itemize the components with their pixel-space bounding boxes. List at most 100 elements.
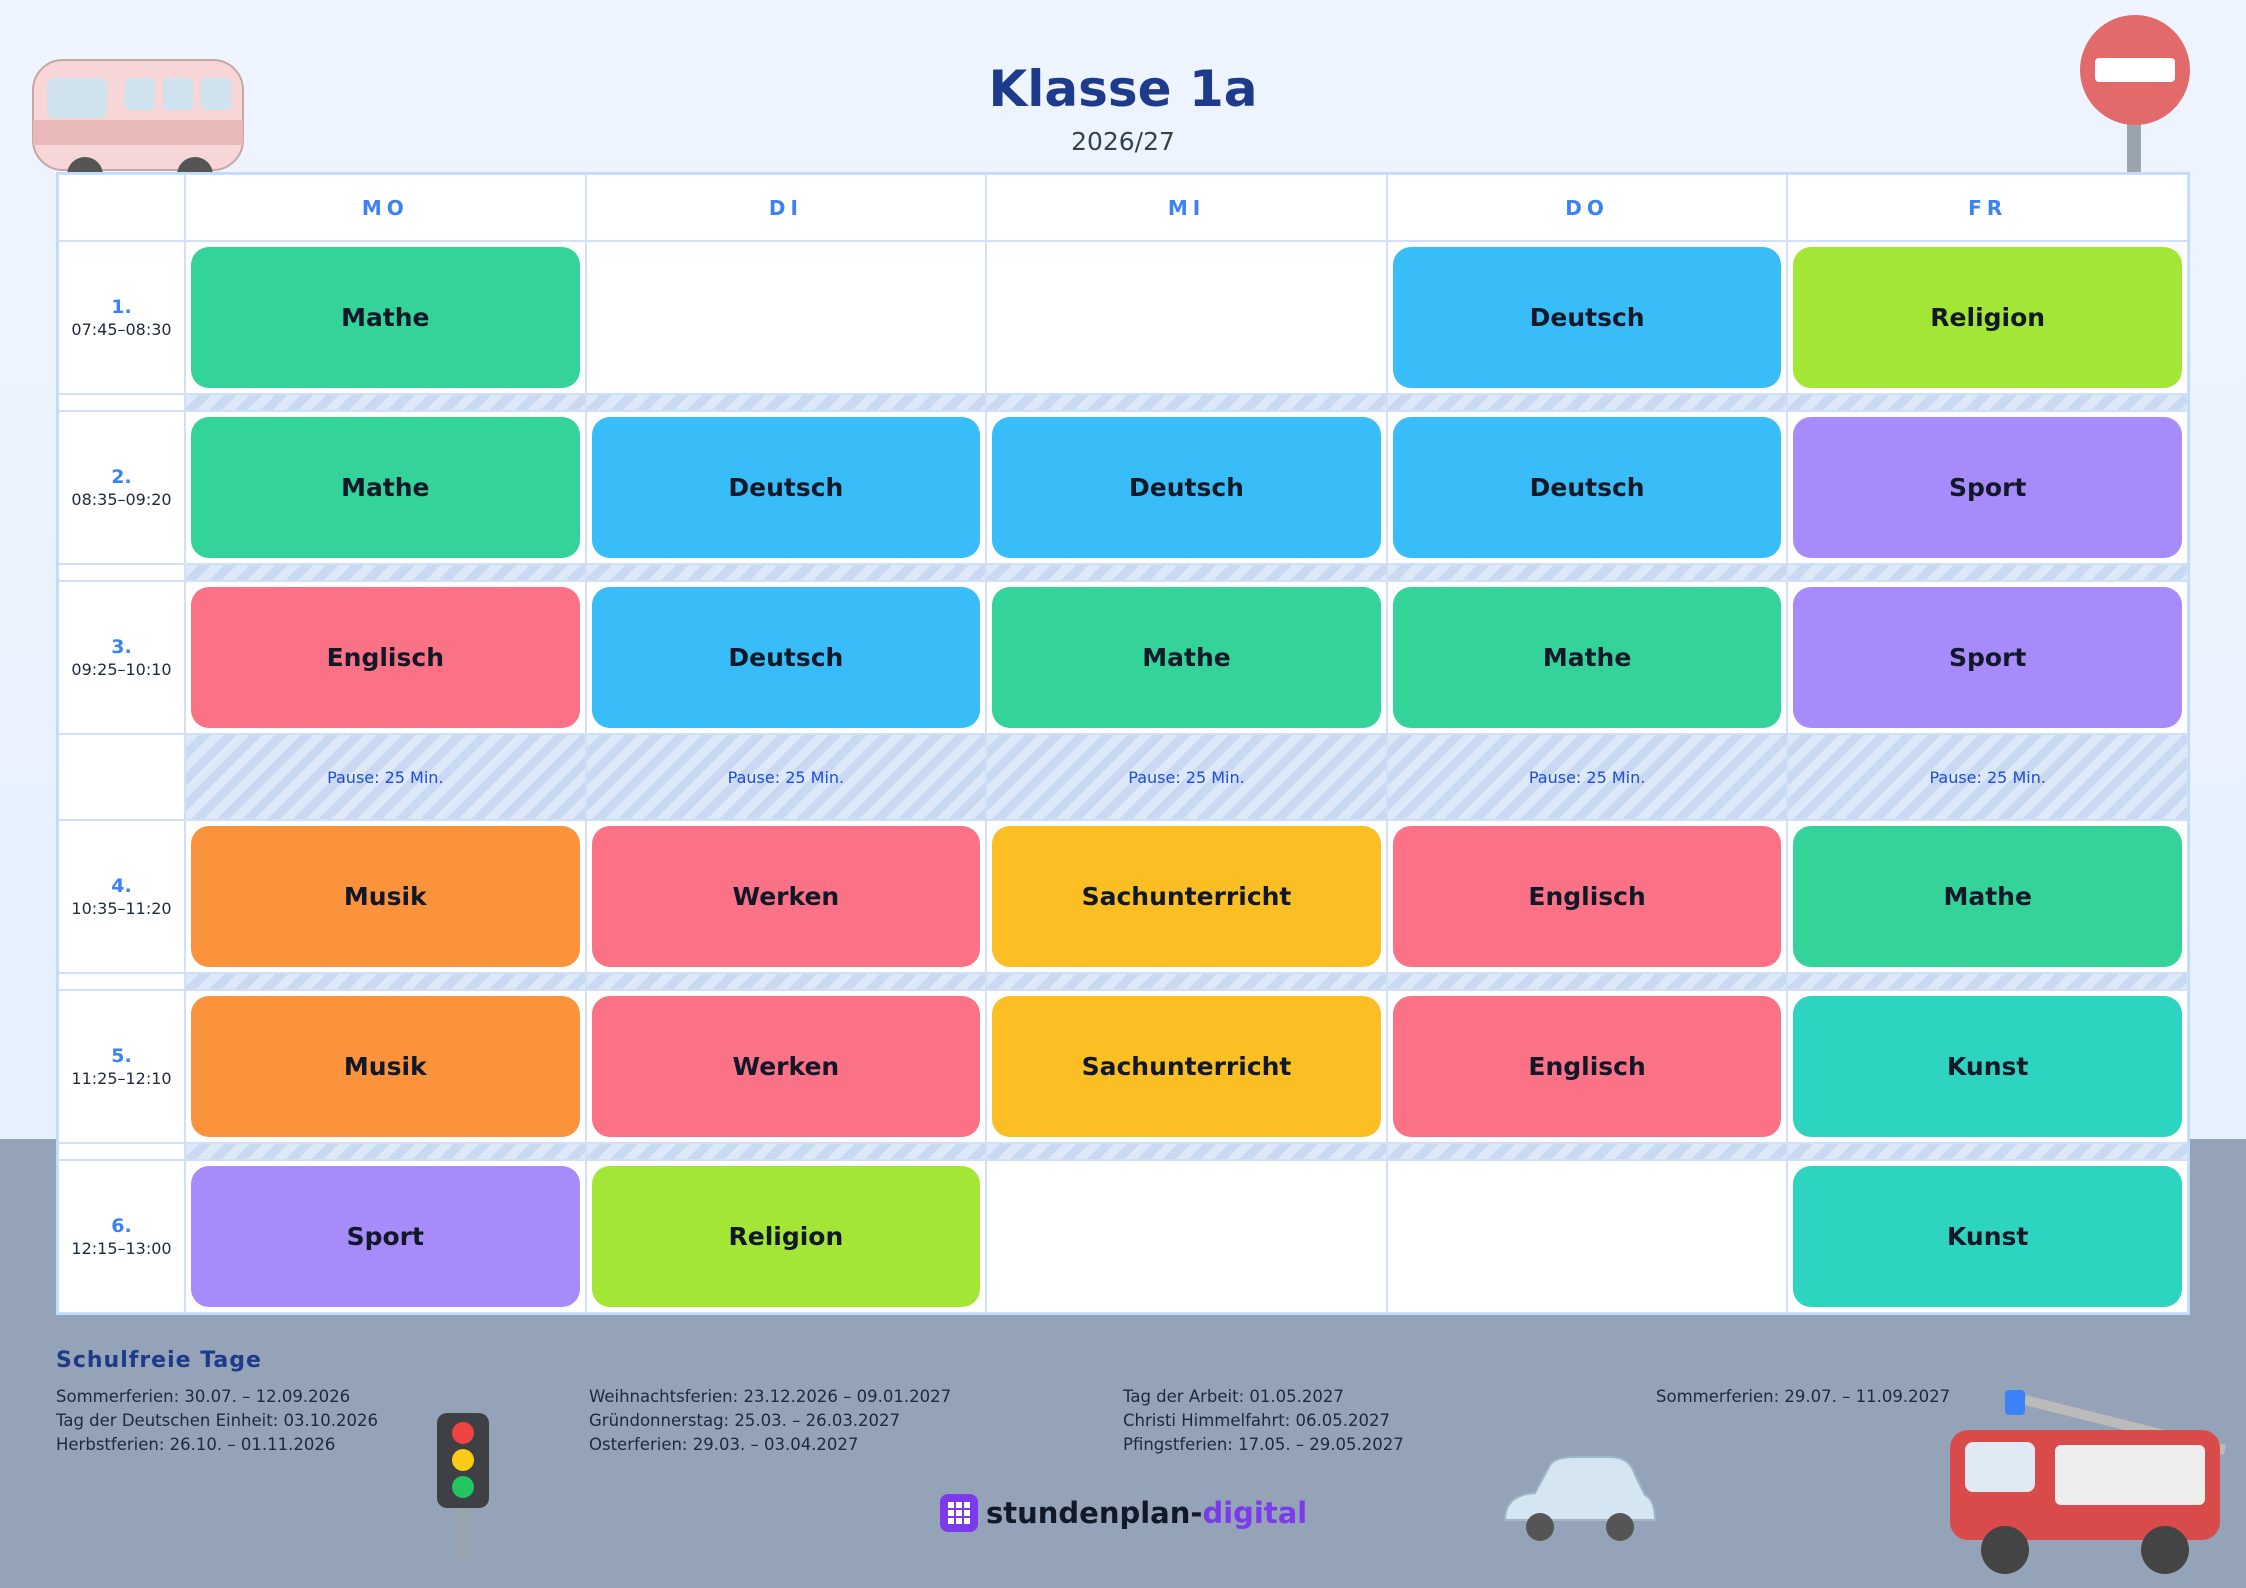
brand-accent: digital (1202, 1496, 1308, 1530)
lesson-cell: Musik (185, 990, 586, 1143)
lesson: Deutsch (591, 587, 981, 728)
break-gap (58, 973, 185, 990)
break-gap (585, 394, 987, 411)
day-header: FR (1787, 174, 2188, 241)
lesson: Werken (591, 996, 981, 1137)
lesson-cell: Sport (185, 1160, 586, 1313)
lesson-cell (585, 241, 987, 394)
lesson: Musik (191, 996, 580, 1137)
holiday-entry: Pfingstferien: 17.05. – 29.05.2027 (1123, 1435, 1404, 1454)
day-header: MO (185, 174, 586, 241)
holiday-column: Tag der Arbeit: 01.05.2027 Christi Himmel… (1123, 1385, 1404, 1457)
period-number: 5. (111, 1045, 132, 1067)
break-gap (58, 394, 185, 411)
lesson: Religion (1793, 247, 2182, 388)
period-number: 4. (111, 875, 132, 897)
lesson-cell (986, 241, 1387, 394)
holiday-entry: Osterferien: 29.03. – 03.04.2027 (589, 1435, 859, 1454)
lesson: Religion (591, 1166, 981, 1307)
period-time-range: 11:25–12:10 (71, 1069, 172, 1088)
lesson-cell: Mathe (185, 411, 586, 564)
break-gap (585, 564, 987, 581)
lesson-cell: Werken (585, 820, 987, 973)
period-time: 6. 12:15–13:00 (58, 1160, 185, 1313)
lesson: Englisch (1392, 826, 1782, 967)
period-time-range: 12:15–13:00 (71, 1239, 172, 1258)
lesson: Englisch (191, 587, 580, 728)
break-gap (986, 1143, 1387, 1160)
period-time: 3. 09:25–10:10 (58, 581, 185, 734)
lesson: Sport (1793, 587, 2182, 728)
lesson-cell: Musik (185, 820, 586, 973)
pause-label: Pause: 25 Min. (986, 734, 1387, 820)
break-gap (1787, 1143, 2188, 1160)
brand-logo: stundenplan-digital (940, 1494, 1307, 1532)
break-gap (1787, 564, 2188, 581)
break-gap (585, 973, 987, 990)
lesson: Mathe (1392, 587, 1782, 728)
lesson-cell: Deutsch (585, 411, 987, 564)
holiday-entry: Sommerferien: 29.07. – 11.09.2027 (1656, 1387, 1951, 1406)
break-gap (986, 973, 1387, 990)
holiday-entry: Tag der Deutschen Einheit: 03.10.2026 (56, 1411, 378, 1430)
pause-label: Pause: 25 Min. (585, 734, 987, 820)
holiday-column: Sommerferien: 30.07. – 12.09.2026 Tag der… (56, 1385, 378, 1457)
lesson: Sachunterricht (992, 826, 1381, 967)
lesson-cell (986, 1160, 1387, 1313)
lesson: Kunst (1793, 996, 2182, 1137)
lesson: Sachunterricht (992, 996, 1381, 1137)
period-time-range: 09:25–10:10 (71, 660, 172, 679)
day-header: MI (986, 174, 1387, 241)
holidays-title: Schulfreie Tage (56, 1348, 262, 1373)
lesson-cell: Religion (1787, 241, 2188, 394)
lesson: Mathe (1793, 826, 2182, 967)
traffic-light-illustration (437, 1413, 489, 1558)
holiday-entry: Herbstferien: 26.10. – 01.11.2026 (56, 1435, 336, 1454)
break-gap (58, 564, 185, 581)
lesson-cell: Mathe (986, 581, 1387, 734)
period-time: 4. 10:35–11:20 (58, 820, 185, 973)
lesson-cell: Deutsch (1386, 241, 1788, 394)
lesson-cell (1386, 1160, 1788, 1313)
lesson: Mathe (992, 587, 1381, 728)
pause-label: Pause: 25 Min. (185, 734, 586, 820)
subtitle: 2026/27 (1071, 127, 1175, 156)
break-gap (58, 1143, 185, 1160)
period-time: 2. 08:35–09:20 (58, 411, 185, 564)
holiday-column: Weihnachtsferien: 23.12.2026 – 09.01.202… (589, 1385, 951, 1457)
lesson-cell: Werken (585, 990, 987, 1143)
lesson-cell: Mathe (1386, 581, 1788, 734)
break-gap (1787, 394, 2188, 411)
lesson-cell: Englisch (1386, 990, 1788, 1143)
lesson: Kunst (1793, 1166, 2182, 1307)
title: Klasse 1a (988, 60, 1258, 118)
break-gap (986, 394, 1387, 411)
break-gap (185, 1143, 586, 1160)
pause-label: Pause: 25 Min. (1787, 734, 2188, 820)
lesson: Mathe (191, 247, 580, 388)
day-header: DO (1386, 174, 1788, 241)
lesson-cell: Deutsch (585, 581, 987, 734)
lesson-cell: Kunst (1787, 1160, 2188, 1313)
lesson-cell: Deutsch (986, 411, 1387, 564)
holiday-entry: Gründonnerstag: 25.03. – 26.03.2027 (589, 1411, 901, 1430)
period-number: 3. (111, 636, 132, 658)
break-gap (1386, 973, 1788, 990)
day-header: DI (585, 174, 987, 241)
break-gap (1386, 1143, 1788, 1160)
break-gap (986, 564, 1387, 581)
pause-label: Pause: 25 Min. (1386, 734, 1788, 820)
lesson-cell: Englisch (1386, 820, 1788, 973)
car-illustration (1503, 1456, 1657, 1541)
holiday-entry: Tag der Arbeit: 01.05.2027 (1123, 1387, 1344, 1406)
break-gap (1787, 973, 2188, 990)
lesson: Musik (191, 826, 580, 967)
lesson: Deutsch (992, 417, 1381, 558)
break-gap (185, 394, 586, 411)
break-gap (1386, 394, 1788, 411)
lesson-cell: Kunst (1787, 990, 2188, 1143)
lesson-cell: Englisch (185, 581, 586, 734)
lesson-cell: Sachunterricht (986, 820, 1387, 973)
brand-icon (940, 1494, 978, 1532)
